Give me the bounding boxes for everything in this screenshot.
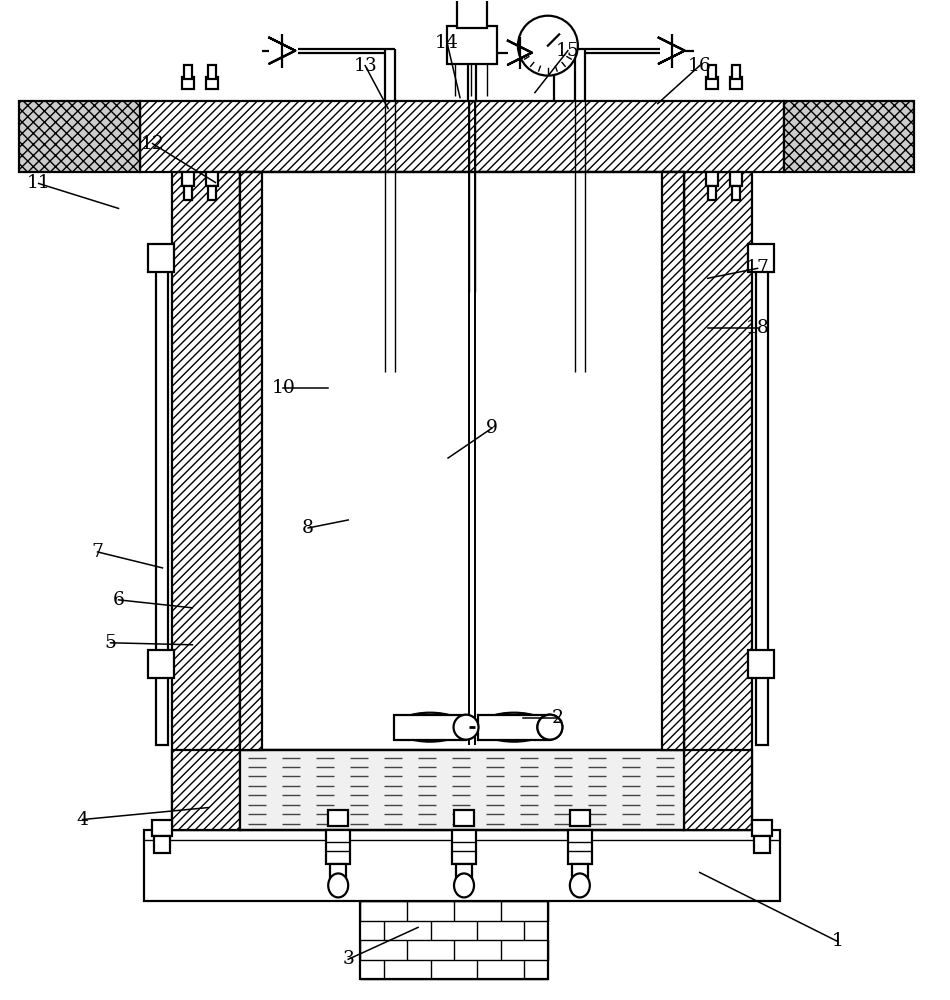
Text: 15: 15 <box>556 42 580 60</box>
Bar <box>684 172 751 830</box>
Bar <box>572 864 588 878</box>
Text: 11: 11 <box>27 174 50 192</box>
Text: 7: 7 <box>91 543 104 561</box>
Bar <box>730 172 742 186</box>
Bar <box>568 830 592 864</box>
Bar <box>732 186 740 200</box>
Ellipse shape <box>453 715 479 740</box>
Bar <box>144 830 780 901</box>
Bar <box>457 0 487 28</box>
Bar <box>331 864 346 878</box>
Bar <box>708 65 715 79</box>
Bar <box>182 77 195 89</box>
Text: 6: 6 <box>113 591 124 609</box>
Ellipse shape <box>538 715 562 740</box>
Bar <box>751 820 771 836</box>
Text: 8: 8 <box>302 519 314 537</box>
Bar <box>447 26 497 64</box>
Bar <box>206 77 219 89</box>
Bar <box>148 650 175 678</box>
Bar <box>173 172 240 830</box>
Text: 12: 12 <box>141 135 164 153</box>
Bar <box>326 830 351 864</box>
Bar <box>155 836 170 853</box>
Bar <box>152 820 173 836</box>
Bar <box>328 810 349 826</box>
Bar <box>240 750 684 830</box>
Bar <box>332 830 344 832</box>
Bar <box>184 65 193 79</box>
Ellipse shape <box>454 873 474 897</box>
Text: 1: 1 <box>831 932 844 950</box>
Bar <box>478 715 550 740</box>
Text: 2: 2 <box>552 709 564 727</box>
Bar <box>148 244 175 272</box>
Bar <box>173 750 240 830</box>
Bar <box>240 172 262 750</box>
Text: 16: 16 <box>688 57 712 75</box>
Bar <box>141 101 784 172</box>
Polygon shape <box>508 41 532 65</box>
Circle shape <box>518 16 578 76</box>
Bar <box>784 101 914 172</box>
Bar <box>706 172 717 186</box>
Ellipse shape <box>395 713 465 742</box>
Text: 9: 9 <box>486 419 498 437</box>
Bar <box>570 810 590 826</box>
Text: 5: 5 <box>104 634 117 652</box>
Ellipse shape <box>538 715 562 740</box>
Ellipse shape <box>479 713 549 742</box>
Bar <box>240 172 684 750</box>
Bar <box>208 65 217 79</box>
Bar <box>753 836 770 853</box>
Text: 4: 4 <box>77 811 88 829</box>
Bar <box>208 186 217 200</box>
Bar <box>454 810 474 826</box>
Bar <box>182 172 195 186</box>
Text: 3: 3 <box>342 950 354 968</box>
Bar <box>706 77 717 89</box>
Polygon shape <box>658 38 685 64</box>
Text: 10: 10 <box>272 379 295 397</box>
Bar <box>755 262 768 745</box>
Bar <box>748 650 773 678</box>
Bar <box>732 65 740 79</box>
Bar <box>708 186 715 200</box>
Bar <box>748 244 773 272</box>
Bar <box>684 750 751 830</box>
Bar <box>394 715 466 740</box>
Bar <box>184 186 193 200</box>
Polygon shape <box>269 38 295 64</box>
Bar <box>157 262 168 745</box>
Bar <box>458 830 470 832</box>
Bar <box>360 901 548 979</box>
Bar <box>574 830 586 832</box>
Text: 14: 14 <box>435 34 459 52</box>
Bar <box>19 101 141 172</box>
Ellipse shape <box>328 873 349 897</box>
Bar <box>456 864 472 878</box>
Text: 18: 18 <box>746 319 770 337</box>
Text: 17: 17 <box>746 259 770 277</box>
Bar <box>662 172 684 750</box>
Bar <box>452 830 476 864</box>
Text: 13: 13 <box>353 57 377 75</box>
Bar <box>730 77 742 89</box>
Bar <box>206 172 219 186</box>
Ellipse shape <box>570 873 590 897</box>
